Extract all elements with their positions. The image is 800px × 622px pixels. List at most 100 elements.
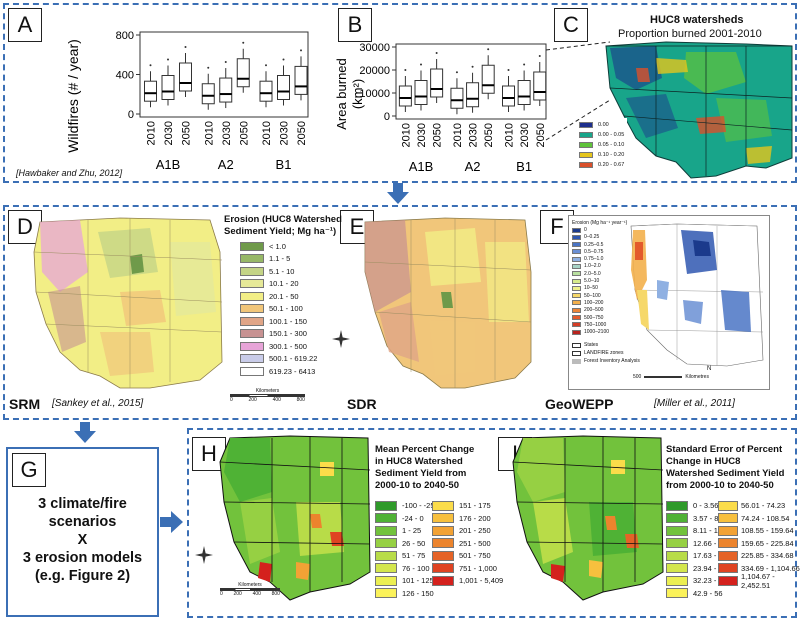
panel-c-legend-label: 0.05 - 0.10 [598, 141, 625, 148]
b-ytick-label: 20000 [359, 65, 390, 77]
panel-c-legend-swatch [579, 161, 593, 168]
panel-f-legend-swatch [572, 278, 581, 284]
b-box [517, 80, 531, 105]
a-box [219, 77, 233, 103]
panel-f-scale-unit: Kilometres [685, 374, 709, 380]
panel-f-legend-swatch [572, 315, 581, 321]
panel-i-legend-item: 32.23 - 42.89 [666, 575, 737, 586]
panel-h-legend-label: -24 - 0 [402, 513, 424, 523]
b-xtick-label: 2030 [519, 123, 531, 147]
b-xtick-label: 2030 [416, 123, 428, 147]
panel-h-title-line: Mean Percent Change [375, 444, 475, 455]
panel-h-legend-label: 51 - 75 [402, 551, 426, 560]
panel-d-legend-item: 10.1 - 20 [240, 279, 317, 289]
panel-f-landfire-label: LANDFIRE zones [584, 350, 624, 356]
panel-f-legend-label: 50–100 [584, 292, 601, 299]
panel-d-legend-label: 20.1 - 50 [269, 291, 299, 301]
panel-h-scale-tick: 400 [252, 591, 261, 597]
panel-c-legend-item: 0.10 - 0.20 [579, 150, 624, 159]
panel-d-legend-item: 100.1 - 150 [240, 316, 317, 326]
panel-f-legend-label: 0.75–1.0 [584, 256, 604, 263]
panel-a-citation: [Hawbaker and Zhu, 2012] [16, 168, 123, 178]
panel-f-legend-item: 2.0–5.0 [572, 271, 609, 277]
a-box [236, 58, 250, 88]
panel-f-legend-label: 0.25–0.5 [584, 241, 604, 248]
panel-f-fia-label: Forest Inventory Analysis [584, 358, 640, 364]
panel-h-legend-swatch [432, 500, 454, 511]
panel-h-legend-label: 1 - 25 [402, 526, 422, 535]
panel-h-legend-label: 76 - 100 [402, 563, 430, 573]
b-xtick-label: 2010 [400, 123, 412, 147]
panel-i-legend-item: 334.69 - 1,104.66 [718, 563, 800, 574]
b-box [466, 82, 480, 108]
panel-h-legend-item: 176 - 200 [432, 513, 503, 524]
panel-c-legend-item: 0.00 - 0.05 [579, 130, 624, 139]
a-outlier [282, 58, 285, 61]
panel-i-legend-label: 334.69 - 1,104.66 [741, 563, 800, 573]
panel-f-legend-swatch [572, 329, 581, 335]
panel-d-scale-tick: 0 [230, 397, 233, 403]
panel-d-legend-label: 50.1 - 100 [269, 304, 303, 313]
b-group-label: B1 [516, 159, 532, 172]
panel-h-legend-label: 126 - 150 [402, 588, 434, 598]
panel-h-legend-label: 26 - 50 [402, 538, 426, 548]
a-box [294, 65, 308, 95]
panel-h-legend-swatch [432, 550, 454, 561]
b-box [414, 80, 428, 105]
a-ytick-label: 0 [128, 109, 134, 121]
panel-h-legend-swatch [432, 538, 454, 548]
a-xtick-label: 2050 [238, 121, 250, 145]
a-outlier [149, 64, 152, 67]
a-outlier [265, 64, 267, 67]
b-ytick-label: 0 [384, 111, 390, 123]
panel-f-legend-label: 0.5–0.75 [584, 248, 604, 255]
panel-h-title-line: 2000-10 to 2040-50 [375, 480, 459, 491]
panel-h-legend-item: -24 - 0 [375, 513, 435, 524]
panel-i-legend-swatch [718, 513, 738, 523]
panel-d-legend-swatch [240, 329, 264, 338]
panel-d-legend-swatch [240, 291, 264, 301]
panel-h-scale-tick: 800 [271, 591, 280, 597]
a-box [161, 75, 175, 100]
panel-h-legend-label: 151 - 175 [459, 501, 491, 510]
panel-g-label: G [12, 453, 46, 487]
panel-h-legend-item: -100 - -25 [375, 500, 435, 511]
panel-f-legend-swatch [572, 293, 581, 299]
panel-f-legend-label: 200–500 [584, 307, 604, 314]
panel-f-map-graphic [630, 223, 764, 367]
panel-a-ylabel: Wildfires (# / year) [65, 39, 81, 153]
panel-h-legend-item: 1 - 25 [375, 525, 435, 536]
panel-h-legend-item: 51 - 75 [375, 550, 435, 561]
panel-h-legend-item: 101 - 125 [375, 575, 435, 586]
panel-h-legend-item: 501 - 750 [432, 550, 503, 561]
top-row-frame [3, 3, 797, 183]
a-outlier [224, 61, 227, 64]
a-ytick-label: 400 [116, 70, 134, 82]
panel-h-legend-label: 201 - 250 [459, 526, 491, 535]
panel-d-legend-item: 150.1 - 300 [240, 329, 317, 339]
a-xtick-label: 2010 [203, 121, 215, 145]
panel-i-legend-item: 0 - 3.56 [666, 500, 737, 511]
panel-f-legend-label: 2.0–5.0 [584, 270, 601, 277]
b-box [398, 85, 412, 107]
panel-i-legend-right: 56.01 - 74.23 74.24 - 108.54 108.55 - 159.… [718, 500, 800, 590]
b-outlier [471, 65, 474, 68]
panel-a-boxplot: Wildfires (# / year) 0 400 800 2010 2030 205… [65, 30, 309, 172]
b-outlier [420, 63, 422, 66]
b-xtick-label: 2050 [483, 123, 495, 147]
b-outlier [523, 63, 526, 66]
panel-c-legend-item: 0.20 - 0.67 [579, 160, 624, 169]
panel-h-legend-label: 751 - 1,000 [459, 563, 497, 573]
a-xtick-label: 2010 [146, 121, 158, 145]
panel-i-legend-label: 3.57 - 8.1 [693, 513, 725, 523]
middle-row-frame [3, 205, 797, 420]
a-group-label: B1 [276, 157, 292, 172]
panel-d-scale-tick: 800 [296, 397, 305, 403]
a-box [144, 80, 157, 102]
panel-h-legend-item: 751 - 1,000 [432, 563, 503, 574]
fia-swatch [572, 358, 581, 364]
b-xtick-label: 2050 [432, 123, 444, 147]
panel-h-legend-label: 501 - 750 [459, 551, 491, 560]
panel-i-legend-swatch [666, 563, 688, 573]
